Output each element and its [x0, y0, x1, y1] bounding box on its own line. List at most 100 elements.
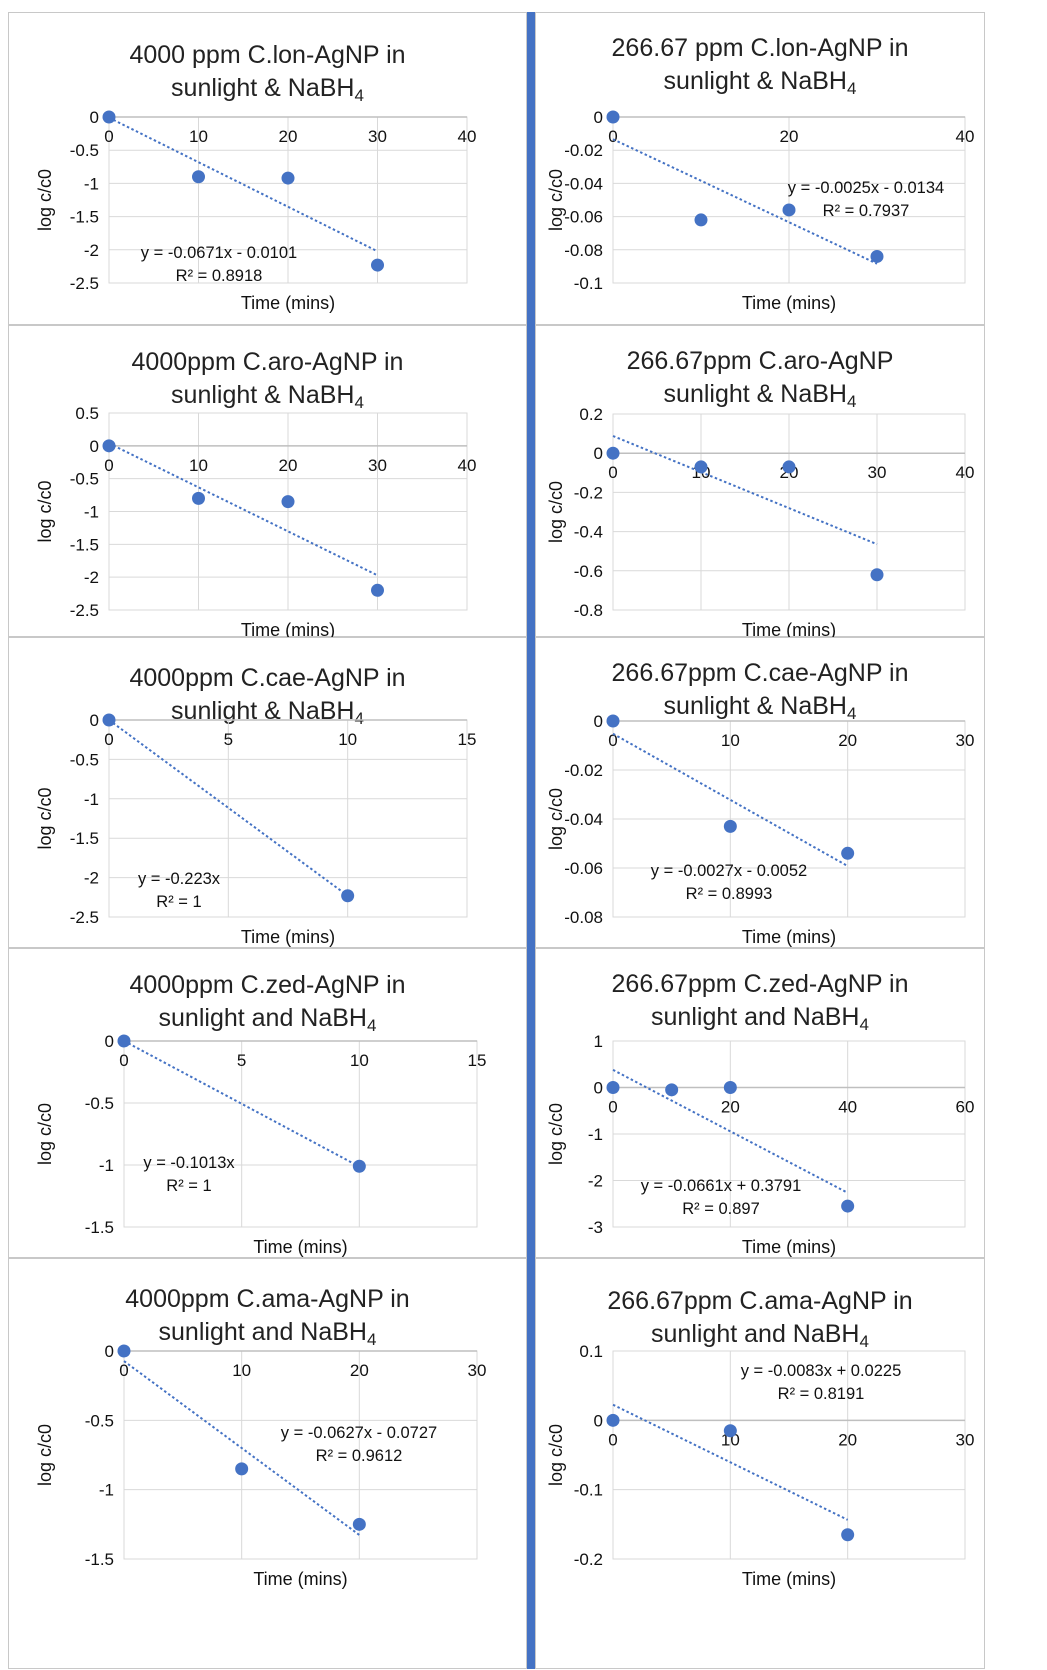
y-axis-label: log c/c0: [546, 788, 566, 850]
r-squared-label: R² = 1: [166, 1177, 211, 1195]
y-tick-label: -0.08: [564, 241, 603, 260]
y-tick-label: 0: [105, 1032, 114, 1051]
chart-svg: 1 0 -1 -2 -3 0 20 40 60 y = -0.0661x + 0.3791 R² =…: [546, 1032, 975, 1257]
column-divider: [527, 12, 535, 1669]
chart-title-line: 4000 ppm C.lon-AgNP in: [129, 41, 406, 69]
y-axis-label: log c/c0: [546, 1424, 566, 1486]
x-tick-label: 30: [956, 1430, 975, 1449]
chart-title: 4000ppm C.aro-AgNP in sunlight & NaBH4: [9, 346, 526, 412]
x-axis-label: Time (mins): [742, 1237, 836, 1257]
y-tick-label: 0.5: [75, 404, 99, 423]
y-tick-label: 0: [90, 437, 99, 456]
x-axis-label: Time (mins): [241, 620, 335, 640]
chart-title-line: 4000ppm C.aro-AgNP in: [131, 348, 404, 376]
data-point: [102, 110, 116, 124]
chart-panel: 266.67ppm C.ama-AgNP in sunlight and NaBH…: [535, 1258, 985, 1669]
chart-panel: 266.67 ppm C.lon-AgNP in sunlight & NaBH4…: [535, 12, 985, 325]
x-tick-label: 0: [608, 1098, 617, 1117]
y-tick-label: -1: [99, 1156, 114, 1175]
chart-svg: 0 -0.5 -1 -1.5 0 5 10 15 y = -0.1013x R² = 1 Time …: [35, 1032, 486, 1257]
x-tick-label: 40: [458, 127, 477, 146]
y-tick-label: -0.4: [574, 523, 603, 542]
x-axis-label: Time (mins): [742, 1569, 836, 1589]
x-tick-label: 10: [189, 456, 208, 475]
trendline: [612, 1068, 849, 1194]
chart-title-line: sunlight & NaBH4: [171, 381, 364, 412]
data-point: [606, 446, 620, 460]
x-tick-label: 0: [104, 127, 113, 146]
chart-title: 4000ppm C.ama-AgNP in sunlight and NaBH4: [9, 1283, 526, 1349]
chart-svg: 0 -0.5 -1 -1.5 -2 -2.5 0 10 20 30 40 y = -0.0671x -…: [35, 108, 477, 313]
y-tick-label: -0.5: [70, 470, 99, 489]
data-point: [606, 714, 620, 728]
y-tick-label: -1.5: [70, 208, 99, 227]
x-tick-label: 20: [838, 731, 857, 750]
y-tick-label: -0.5: [70, 750, 99, 769]
y-tick-label: 0: [594, 1411, 603, 1430]
data-point: [694, 213, 708, 227]
x-tick-label: 30: [368, 456, 387, 475]
y-tick-label: -0.08: [564, 908, 603, 927]
x-tick-label: 10: [232, 1361, 251, 1380]
x-tick-label: 30: [368, 127, 387, 146]
chart-panel: 266.67ppm C.zed-AgNP in sunlight and NaBH…: [535, 948, 985, 1258]
y-tick-label: -0.2: [574, 483, 603, 502]
trendline: [108, 719, 349, 897]
chart-panel: 4000 ppm C.lon-AgNP in sunlight & NaBH4 0-…: [8, 12, 527, 325]
y-tick-label: 1: [594, 1032, 603, 1051]
y-tick-label: 0.1: [579, 1342, 603, 1361]
y-axis-label: log c/c0: [35, 1424, 55, 1486]
trendline-equation: y = -0.0025x - 0.0134: [788, 179, 944, 197]
chart-title-line: 4000ppm C.cae-AgNP in: [129, 664, 406, 692]
x-tick-label: 30: [868, 463, 887, 482]
x-tick-label: 10: [189, 127, 208, 146]
y-tick-label: -0.06: [564, 859, 603, 878]
y-tick-label: -0.02: [564, 761, 603, 780]
chart-title: 4000 ppm C.lon-AgNP in sunlight & NaBH4: [9, 39, 526, 105]
y-tick-label: 0: [105, 1342, 114, 1361]
trendline: [123, 1040, 360, 1168]
data-point: [606, 1081, 620, 1094]
chart-title-line: 266.67 ppm C.lon-AgNP in: [611, 34, 909, 62]
y-tick-label: -1: [84, 503, 99, 522]
y-tick-label: -1.5: [85, 1218, 114, 1237]
chart-title-line: 4000ppm C.ama-AgNP in: [125, 1285, 410, 1313]
chart-title-subscript: 4: [846, 392, 857, 411]
r-squared-label: R² = 0.9612: [316, 1447, 403, 1465]
x-tick-label: 0: [119, 1361, 128, 1380]
data-point: [870, 249, 884, 263]
data-point: [117, 1034, 131, 1048]
x-tick-label: 60: [956, 1098, 975, 1117]
chart-title-line: 266.67ppm C.ama-AgNP in: [607, 1287, 913, 1315]
y-axis-label: log c/c0: [35, 169, 55, 231]
data-point: [694, 460, 708, 474]
data-point: [281, 171, 295, 185]
data-point: [102, 713, 116, 727]
x-tick-label: 10: [721, 731, 740, 750]
chart-panel: 4000ppm C.ama-AgNP in sunlight and NaBH4 0…: [8, 1258, 527, 1669]
data-point: [371, 258, 384, 272]
y-tick-label: -0.5: [70, 141, 99, 160]
chart-title-subscript: 4: [846, 79, 857, 98]
r-squared-label: R² = 0.8918: [176, 267, 263, 285]
y-tick-label: -1.5: [70, 829, 99, 848]
x-tick-label: 20: [721, 1098, 740, 1117]
y-tick-label: 0: [594, 1079, 603, 1098]
data-point: [723, 819, 737, 833]
x-tick-label: 40: [838, 1098, 857, 1117]
chart-title: 266.67ppm C.zed-AgNP in sunlight and NaBH…: [536, 968, 984, 1034]
x-tick-label: 20: [350, 1361, 369, 1380]
chart-title-line: sunlight & NaBH4: [663, 380, 857, 411]
y-tick-label: -1.5: [70, 535, 99, 554]
chart-title-line: sunlight and NaBH4: [158, 1318, 377, 1349]
chart-title-line: 4000ppm C.zed-AgNP in: [129, 971, 406, 999]
y-tick-label: 0.2: [579, 405, 603, 424]
data-point: [352, 1517, 366, 1531]
trendline: [123, 1360, 360, 1536]
chart-title-line: sunlight and NaBH4: [651, 1320, 869, 1351]
chart-title: 4000ppm C.zed-AgNP in sunlight and NaBH4: [9, 969, 526, 1035]
trendline: [108, 442, 378, 577]
trendline-equation: y = -0.223x: [138, 870, 221, 888]
chart-title: 266.67ppm C.ama-AgNP in sunlight and NaBH…: [536, 1285, 984, 1351]
